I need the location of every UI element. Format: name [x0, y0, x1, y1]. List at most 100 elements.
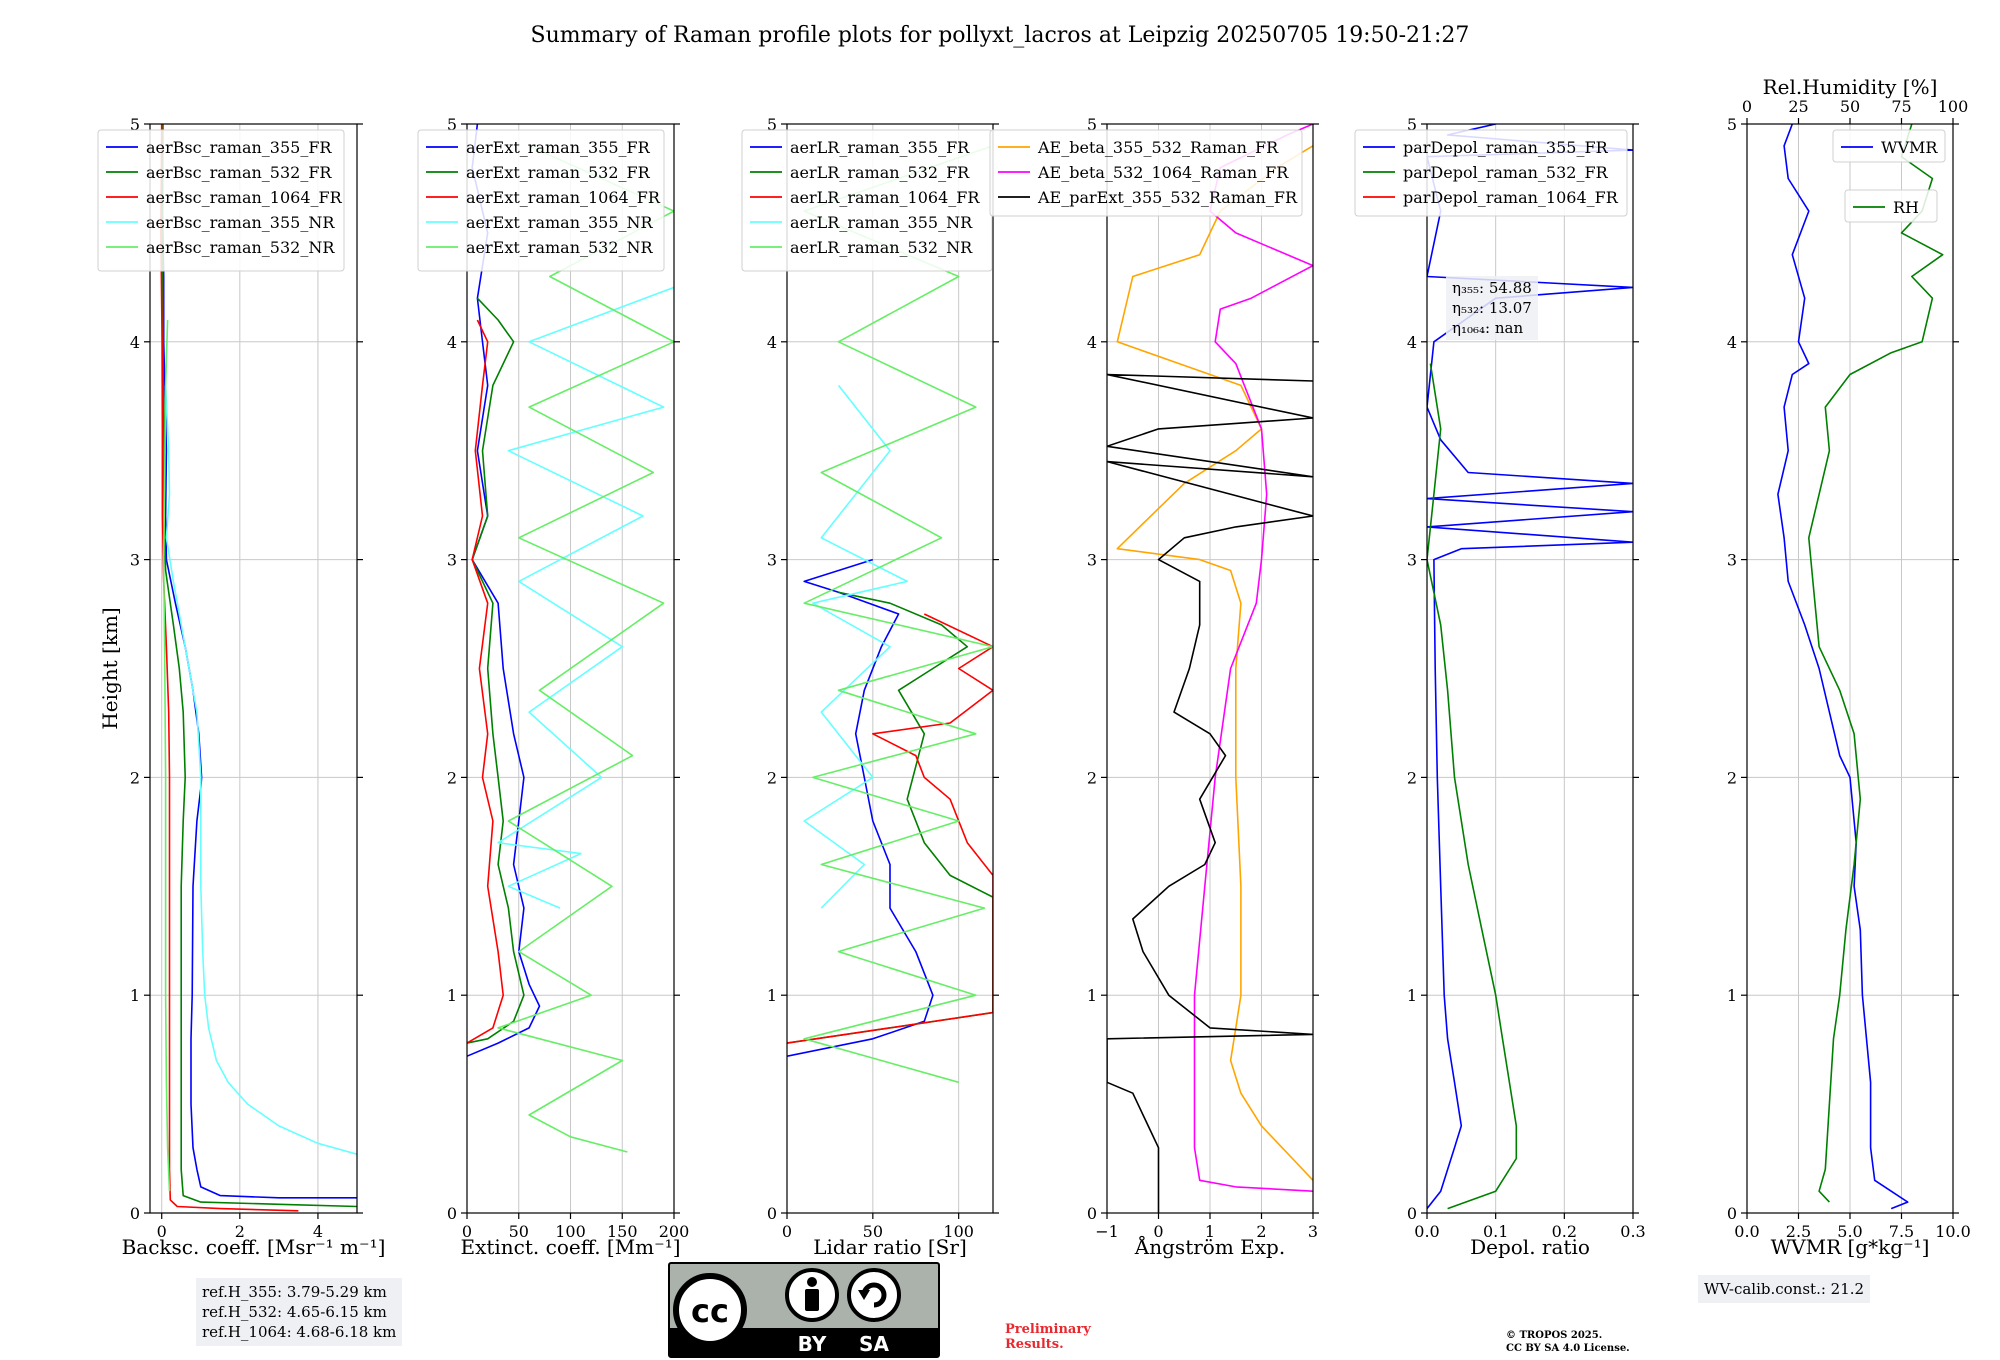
figure-title: Summary of Raman profile plots for polly…	[531, 23, 1470, 48]
copyright-line-2: CC BY SA 4.0 License.	[1506, 1343, 1630, 1354]
y-tick-label: 4	[1727, 333, 1737, 352]
x-tick-label: 100	[943, 1222, 974, 1241]
ref-height-1064: ref.H_1064: 4.68-6.18 km	[202, 1323, 397, 1341]
y-tick-label: 5	[447, 115, 457, 134]
y-tick-label: 5	[1727, 115, 1737, 134]
x2-tick-label: 75	[1891, 97, 1911, 116]
y-tick-label: 5	[1087, 115, 1097, 134]
legend-entry: parDepol_raman_532_FR	[1403, 163, 1609, 182]
legend-entry: aerExt_raman_1064_FR	[466, 188, 661, 207]
y-tick-label: 0	[1407, 1204, 1417, 1223]
series-line-aerExt_raman_1064_FR	[467, 319, 505, 1044]
y-tick-label: 2	[130, 768, 140, 787]
copyright-note: © TROPOS 2025. CC BY SA 4.0 License.	[1506, 1329, 1630, 1355]
x-tick-label: −1	[1095, 1222, 1119, 1241]
series-line-parDepol_raman_532_FR	[1427, 363, 1518, 1210]
preliminary-line-1: Preliminary	[1005, 1322, 1091, 1337]
y-tick-label: 3	[1087, 551, 1097, 570]
eta-355: η₃₅₅: 54.88	[1452, 279, 1532, 297]
series-group	[1107, 124, 1313, 1213]
x-axis-label: Extinct. coeff. [Mm⁻¹]	[460, 1235, 680, 1259]
x-tick-label: 3	[1308, 1222, 1318, 1241]
eta-1064: η₁₀₆₄: nan	[1452, 319, 1524, 337]
legend-entry: AE_beta_355_532_Raman_FR	[1037, 138, 1279, 157]
y-tick-label: 1	[1727, 986, 1737, 1005]
series-line-aerBsc_raman_1064_FR	[160, 124, 299, 1212]
series-line-WVMR	[1777, 124, 1909, 1210]
wv-calibration-annotation: WV-calib.const.: 21.2	[1698, 1275, 1871, 1303]
ref-height-355: ref.H_355: 3.79-5.29 km	[202, 1283, 387, 1301]
x-tick-label: 2	[235, 1222, 245, 1241]
x-axis-label: Depol. ratio	[1470, 1235, 1590, 1259]
preliminary-line-2: Results.	[1005, 1337, 1064, 1352]
eta-annotation: η₃₅₅: 54.88 η₅₃₂: 13.07 η₁₀₆₄: nan	[1446, 276, 1538, 340]
panel-depolarization: 0.0 0.1 0.2 0.3 0 1 2 3 4 5 Depol. ratio parDepol_r…	[1354, 115, 1646, 1259]
x-tick-label: 0.1	[1483, 1222, 1508, 1241]
y-tick-label: 5	[130, 115, 140, 134]
y-tick-label: 4	[1087, 333, 1097, 352]
ref-height-532: ref.H_532: 4.65-6.15 km	[202, 1303, 387, 1321]
x-tick-label: 200	[659, 1222, 690, 1241]
series-line-AE_beta_355_532_Raman_FR	[1116, 145, 1313, 1181]
legend-entry: aerLR_raman_355_FR	[790, 138, 970, 157]
axes-frame	[1426, 123, 1634, 1214]
legend-entry: aerExt_raman_355_FR	[466, 138, 651, 157]
y-tick-label: 0	[130, 1204, 140, 1223]
x-axis-label: WVMR [g*kg⁻¹]	[1771, 1235, 1930, 1259]
legend-box	[97, 129, 345, 272]
x-tick-label: 5.0	[1837, 1222, 1862, 1241]
copyright-line-1: © TROPOS 2025.	[1506, 1330, 1603, 1341]
y-tick-label: 3	[767, 551, 777, 570]
series-group	[160, 124, 357, 1212]
y-tick-label: 1	[130, 986, 140, 1005]
sa-share-icon	[847, 1268, 901, 1322]
eta-532: η₅₃₂: 13.07	[1452, 299, 1532, 317]
series-line-aerLR_raman_355_NR	[803, 384, 909, 909]
series-line-aerExt_raman_355_NR	[497, 286, 674, 909]
preliminary-results-note: Preliminary Results.	[1005, 1322, 1091, 1352]
legend-entry: aerLR_raman_532_FR	[790, 163, 970, 182]
y-axis-label: Height [km]	[98, 607, 122, 729]
legend-entry: parDepol_raman_1064_FR	[1403, 188, 1619, 207]
by-label: BY	[798, 1332, 827, 1356]
series-line-aerLR_raman_532_NR	[803, 145, 993, 1084]
x-tick-label: 0	[157, 1222, 167, 1241]
legend: aerLR_raman_355_FR aerLR_raman_532_FR aerL…	[741, 129, 993, 272]
series-line-aerLR_raman_355_FR	[787, 558, 934, 1057]
series-line-aerBsc_raman_355_FR	[161, 124, 357, 1199]
legend: aerExt_raman_355_FR aerExt_raman_532_FRae…	[417, 129, 665, 272]
y-tick-label: 2	[1727, 768, 1737, 787]
x-tick-label: 2	[1256, 1222, 1266, 1241]
legend-entry: aerBsc_raman_532_NR	[146, 238, 335, 257]
x-tick-label: 1	[1205, 1222, 1215, 1241]
panels: 0 2 4 0 1 2 3 4 5 Backsc. coeff. [Msr⁻¹ m⁻¹] Heigh…	[97, 75, 1971, 1259]
y-tick-label: 4	[130, 333, 140, 352]
legend: WVMR	[1832, 129, 1946, 163]
legend-entry: aerBsc_raman_355_FR	[146, 138, 332, 157]
y-tick-label: 1	[767, 986, 777, 1005]
y-tick-label: 3	[447, 551, 457, 570]
x2-tick-label: 50	[1840, 97, 1860, 116]
cc-license-badge: cc BY SA	[668, 1262, 940, 1358]
y-tick-label: 3	[130, 551, 140, 570]
x-axis-label: Lidar ratio [Sr]	[813, 1235, 967, 1259]
legend-entry: WVMR	[1881, 138, 1938, 157]
y-tick-label: 1	[1087, 986, 1097, 1005]
series-line-AE_beta_532_1064_Raman_FR	[1193, 124, 1313, 1192]
legend: RH	[1844, 189, 1938, 223]
y-tick-label: 0	[767, 1204, 777, 1223]
legend-entry: aerBsc_raman_355_NR	[146, 213, 335, 232]
series-line-aerExt_raman_532_NR	[497, 145, 674, 1153]
series-line-aerBsc_raman_532_FR	[161, 124, 357, 1208]
legend-entry: RH	[1893, 198, 1919, 217]
legend-entry: AE_beta_532_1064_Raman_FR	[1037, 163, 1289, 182]
y-tick-label: 2	[1407, 768, 1417, 787]
x2-tick-label: 25	[1788, 97, 1808, 116]
panel-wvmr_rh: 0.0 2.5 5.0 7.5 10.0 0 1 2 3 4 5 WVMR [g*kg⁻¹] 0 25 50…	[1727, 75, 1971, 1259]
legend-box	[989, 129, 1303, 217]
y-tick-label: 5	[767, 115, 777, 134]
series-line-aerExt_raman_355_FR	[467, 124, 541, 1057]
legend-box	[1832, 129, 1946, 163]
legend-box	[1844, 189, 1938, 223]
